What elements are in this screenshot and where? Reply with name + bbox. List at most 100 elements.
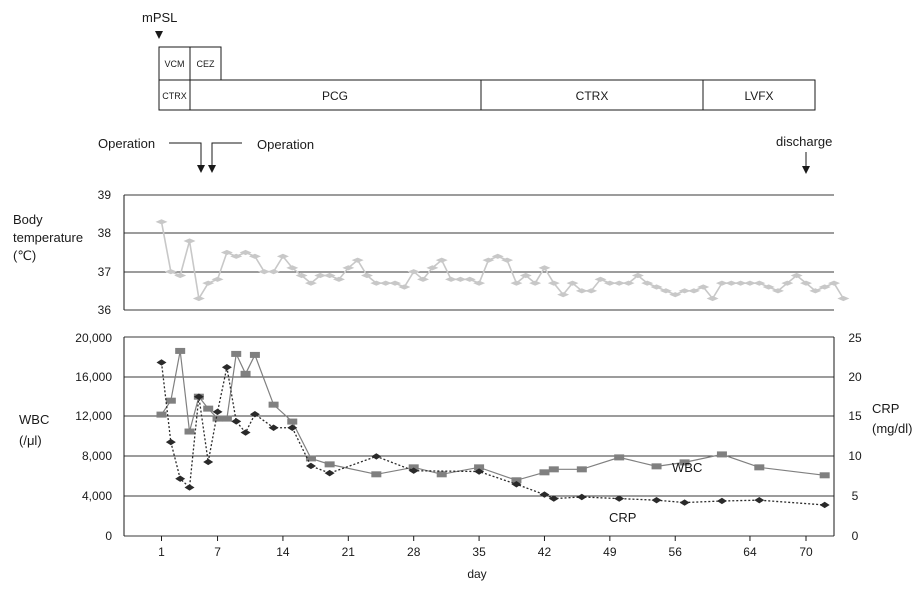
crp-ylabel-line-1: CRP xyxy=(872,401,899,416)
temperature-marker xyxy=(445,276,458,282)
operation-arrow-icon-1 xyxy=(197,165,205,173)
temperature-marker xyxy=(211,276,224,282)
wbc-marker xyxy=(175,347,186,354)
temperature-marker xyxy=(192,295,205,302)
temperature-marker xyxy=(800,280,812,286)
wbc-marker xyxy=(679,459,690,466)
temperature-marker xyxy=(332,276,345,282)
wbc-marker xyxy=(184,428,195,435)
discharge-arrow-icon xyxy=(802,166,810,174)
temperature-marker xyxy=(155,219,168,225)
temperature-marker xyxy=(519,272,532,279)
x-tick-label: 49 xyxy=(603,545,617,559)
pcg-label: PCG xyxy=(322,89,348,103)
crp-marker xyxy=(249,411,260,418)
temperature-marker xyxy=(389,280,402,286)
wbc-marker xyxy=(436,471,447,478)
crp-marker xyxy=(203,458,214,466)
x-tick-label: 14 xyxy=(276,545,290,559)
wbc-marker xyxy=(754,464,765,471)
temperature-marker xyxy=(715,280,728,286)
temperature-marker xyxy=(463,276,476,282)
temperature-marker xyxy=(809,288,822,294)
crp-marker xyxy=(324,469,335,477)
crp-marker xyxy=(221,364,232,371)
crp-marker xyxy=(240,429,251,436)
crp-marker xyxy=(651,496,662,504)
temperature-marker xyxy=(631,272,644,279)
wbc-marker xyxy=(156,411,167,418)
crp-marker xyxy=(539,491,550,498)
x-tick-label: 64 xyxy=(743,545,757,559)
labs-panel: WBC (/μl) CRP (mg/dl) 20,000 16,000 12,0… xyxy=(19,331,912,581)
wbc-series xyxy=(156,347,830,484)
wbc-marker xyxy=(221,415,232,422)
ctrx-label: CTRX xyxy=(576,89,609,103)
wbc-marker xyxy=(474,464,485,471)
wbc-ytick-12000: 12,000 xyxy=(75,409,112,423)
crp-marker xyxy=(268,424,279,431)
ctrx-short-label: CTRX xyxy=(162,91,187,101)
x-tick-label: 7 xyxy=(214,545,221,559)
temperature-marker xyxy=(220,249,233,256)
temperature-ytick-38: 38 xyxy=(98,226,112,240)
crp-ytick-10: 10 xyxy=(848,449,862,463)
crp-marker xyxy=(511,481,522,488)
wbc-ytick-16000: 16,000 xyxy=(75,370,112,384)
temperature-marker xyxy=(575,288,588,294)
temperature-marker xyxy=(734,280,747,286)
ctrx-short-box xyxy=(158,79,191,111)
mpsl-label: mPSL xyxy=(142,10,177,25)
crp-marker xyxy=(754,496,765,504)
temperature-marker xyxy=(248,253,261,259)
temperature-marker xyxy=(538,265,551,271)
operation-label-1: Operation xyxy=(98,136,155,151)
temperature-marker xyxy=(258,269,271,275)
wbc-marker xyxy=(716,451,727,458)
temperature-marker xyxy=(837,295,850,302)
temperature-ytick-36: 36 xyxy=(98,303,112,317)
discharge-label: discharge xyxy=(776,134,832,149)
temperature-marker xyxy=(706,295,719,302)
temperature-marker xyxy=(276,253,289,259)
crp-marker xyxy=(614,495,625,502)
wbc-marker xyxy=(287,418,298,425)
temperature-marker xyxy=(781,280,794,286)
crp-line xyxy=(160,362,825,506)
temperature-marker xyxy=(304,280,317,286)
temperature-marker xyxy=(547,280,560,286)
temperature-marker xyxy=(323,272,336,279)
temperature-marker xyxy=(501,257,514,263)
vcm-label: VCM xyxy=(165,59,185,69)
lvfx-box xyxy=(702,79,816,111)
temperature-ylabel-line-2: temperature xyxy=(13,230,83,245)
temperature-marker xyxy=(529,280,542,286)
mpsl-arrow-icon xyxy=(155,31,163,39)
temperature-marker xyxy=(342,265,355,271)
crp-marker xyxy=(231,418,242,425)
temperature-marker xyxy=(183,238,196,244)
temperature-marker xyxy=(379,280,392,286)
wbc-marker xyxy=(268,401,279,408)
wbc-ylabel-line-1: WBC xyxy=(19,412,49,427)
temperature-marker xyxy=(360,272,373,279)
x-tick-label: 1 xyxy=(158,545,165,559)
crp-marker xyxy=(156,359,167,366)
temperature-marker xyxy=(585,288,598,294)
temperature-marker xyxy=(202,280,215,286)
wbc-series-label: WBC xyxy=(672,460,702,475)
cez-label: CEZ xyxy=(197,59,216,69)
wbc-marker xyxy=(240,370,251,377)
wbc-marker xyxy=(408,464,419,471)
wbc-marker xyxy=(651,463,662,470)
wbc-marker xyxy=(576,466,587,473)
temperature-marker xyxy=(164,269,177,275)
temperature-marker xyxy=(697,284,710,290)
temperature-marker xyxy=(491,253,504,259)
wbc-marker xyxy=(614,454,625,461)
temperature-marker xyxy=(771,288,784,294)
x-tick-label: 42 xyxy=(538,545,552,559)
x-tick-label: 35 xyxy=(472,545,486,559)
wbc-marker xyxy=(212,415,223,422)
